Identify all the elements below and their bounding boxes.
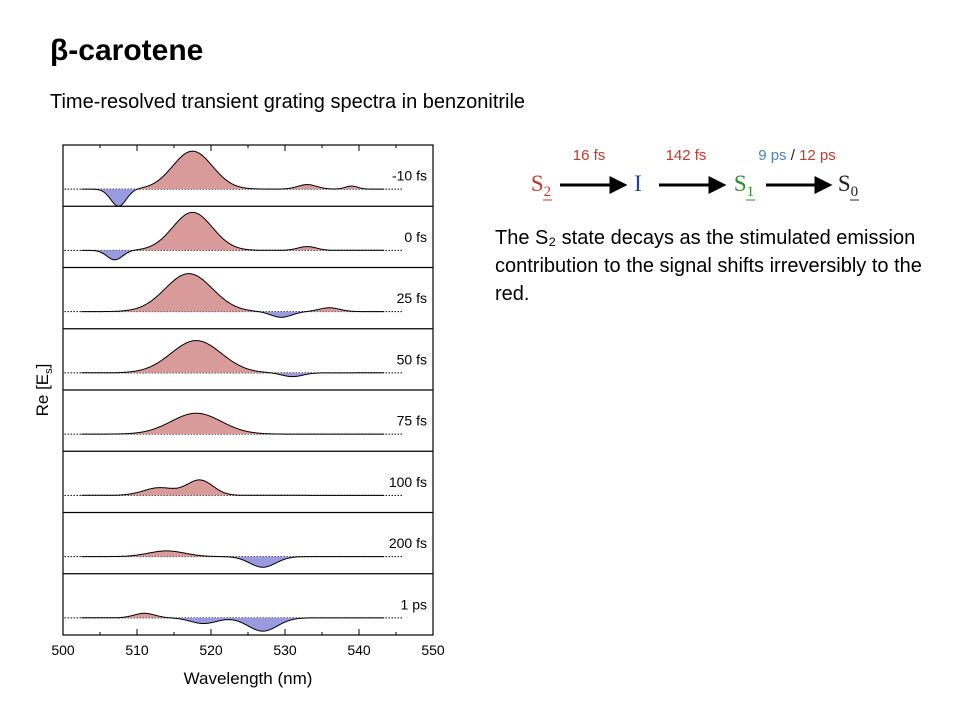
negative-area	[258, 311, 307, 318]
x-axis-label: Wavelength (nm)	[184, 669, 313, 688]
series-line	[81, 412, 385, 435]
positive-area	[81, 613, 170, 618]
negative-area	[81, 250, 134, 260]
x-tick-label: 530	[273, 642, 297, 658]
state-1: S2	[531, 171, 551, 200]
time-constant-1: 16 fs	[573, 147, 606, 164]
series-label: 50 fs	[397, 351, 427, 367]
plot-area: -10 fs 0 fs 25 fs 50 fs 75 fs 100 fs 200 fs 1 p…	[33, 144, 445, 688]
series-line	[81, 211, 385, 261]
state-4: S0	[838, 171, 858, 200]
positive-area	[81, 479, 308, 496]
positive-area	[137, 151, 371, 190]
series-line	[81, 340, 385, 378]
series-label: -10 fs	[392, 168, 427, 184]
series-line	[81, 479, 385, 496]
x-tick-label: 500	[51, 642, 75, 658]
slide-title: β-carotene	[50, 34, 204, 67]
series-label: 200 fs	[389, 535, 427, 551]
series-label: 0 fs	[404, 229, 427, 245]
slide-subtitle: Time-resolved transient grating spectra …	[50, 91, 526, 113]
positive-area	[108, 413, 284, 435]
state-3: S1	[734, 171, 754, 200]
y-axis-label: Re [Es]	[33, 364, 55, 417]
series-label: 1 ps	[401, 596, 427, 612]
state-2: I	[634, 171, 642, 196]
series-label: 100 fs	[389, 474, 427, 490]
time-constant-3: 9 ps / 12 ps	[758, 147, 836, 164]
negative-area	[91, 189, 138, 207]
positive-area	[103, 273, 361, 312]
description-text: The S₂ state decays as the stimulated em…	[495, 227, 922, 305]
series-line	[81, 273, 385, 318]
kinetic-layer: S2 I S1 S0 16 fs 142 fs 9 ps / 12 ps	[531, 147, 859, 201]
x-tick-label: 520	[199, 642, 223, 658]
series-label: 25 fs	[397, 290, 427, 306]
series-line	[81, 150, 385, 207]
series-label: 75 fs	[397, 413, 427, 429]
time-constant-2: 142 fs	[666, 147, 707, 164]
series-line	[81, 550, 385, 568]
x-tick-label: 540	[347, 642, 371, 658]
x-tick-label: 510	[125, 642, 149, 658]
x-tick-label: 550	[421, 642, 445, 658]
series-line	[81, 612, 385, 632]
negative-area	[270, 372, 355, 377]
positive-area	[81, 340, 385, 373]
positive-area	[133, 212, 385, 251]
